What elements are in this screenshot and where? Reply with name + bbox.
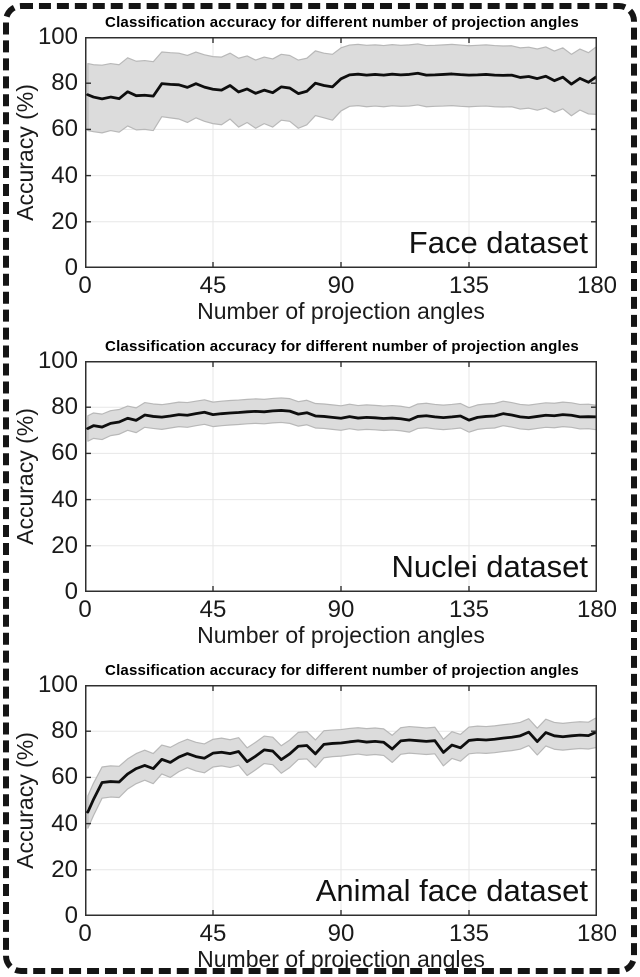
face-dataset-chart: Classification accuracy for different nu… — [0, 0, 640, 324]
y-tick-label: 100 — [37, 671, 78, 698]
y-tick-label: 100 — [37, 347, 78, 374]
chart-title: Classification accuracy for different nu… — [105, 338, 579, 355]
x-axis-label: Number of projection angles — [197, 622, 485, 648]
y-axis-label: Accuracy (%) — [11, 84, 38, 221]
dataset-annotation: Nuclei dataset — [391, 549, 588, 584]
x-axis-label: Number of projection angles — [197, 298, 485, 324]
chart-title: Classification accuracy for different nu… — [105, 14, 579, 31]
plot-area — [85, 685, 597, 916]
x-tick-label: 135 — [448, 920, 490, 947]
x-tick-label: 0 — [78, 920, 92, 947]
x-tick-label: 0 — [78, 272, 92, 299]
dataset-annotation: Animal face dataset — [315, 873, 588, 908]
x-tick-label: 90 — [327, 272, 355, 299]
y-tick-label: 40 — [51, 486, 78, 513]
y-tick-label: 0 — [64, 578, 78, 605]
y-tick-label: 60 — [51, 439, 78, 466]
y-tick-label: 40 — [51, 810, 78, 837]
chart-title: Classification accuracy for different nu… — [105, 662, 579, 679]
y-tick-label: 40 — [51, 162, 78, 189]
x-tick-label: 180 — [576, 920, 618, 947]
y-tick-label: 0 — [64, 902, 78, 929]
x-tick-label: 45 — [199, 920, 227, 947]
y-tick-label: 80 — [51, 717, 78, 744]
y-tick-label: 20 — [51, 856, 78, 883]
x-tick-label: 90 — [327, 920, 355, 947]
animal-face-dataset-chart: Classification accuracy for different nu… — [0, 648, 640, 972]
y-tick-label: 60 — [51, 115, 78, 142]
plot-area — [85, 361, 597, 592]
y-tick-label: 0 — [64, 254, 78, 281]
y-tick-label: 80 — [51, 69, 78, 96]
y-tick-label: 100 — [37, 23, 78, 50]
x-tick-label: 45 — [199, 596, 227, 623]
y-tick-label: 20 — [51, 208, 78, 235]
x-tick-label: 135 — [448, 272, 490, 299]
x-axis-label: Number of projection angles — [197, 946, 485, 972]
dataset-annotation: Face dataset — [408, 225, 588, 260]
y-tick-label: 20 — [51, 532, 78, 559]
y-tick-label: 80 — [51, 393, 78, 420]
x-tick-label: 90 — [327, 596, 355, 623]
nuclei-dataset-chart: Classification accuracy for different nu… — [0, 324, 640, 648]
x-tick-label: 0 — [78, 596, 92, 623]
x-tick-label: 180 — [576, 272, 618, 299]
x-tick-label: 135 — [448, 596, 490, 623]
x-tick-label: 180 — [576, 596, 618, 623]
y-axis-label: Accuracy (%) — [11, 408, 38, 545]
x-tick-label: 45 — [199, 272, 227, 299]
y-axis-label: Accuracy (%) — [11, 732, 38, 869]
plot-area — [85, 37, 597, 268]
y-tick-label: 60 — [51, 763, 78, 790]
